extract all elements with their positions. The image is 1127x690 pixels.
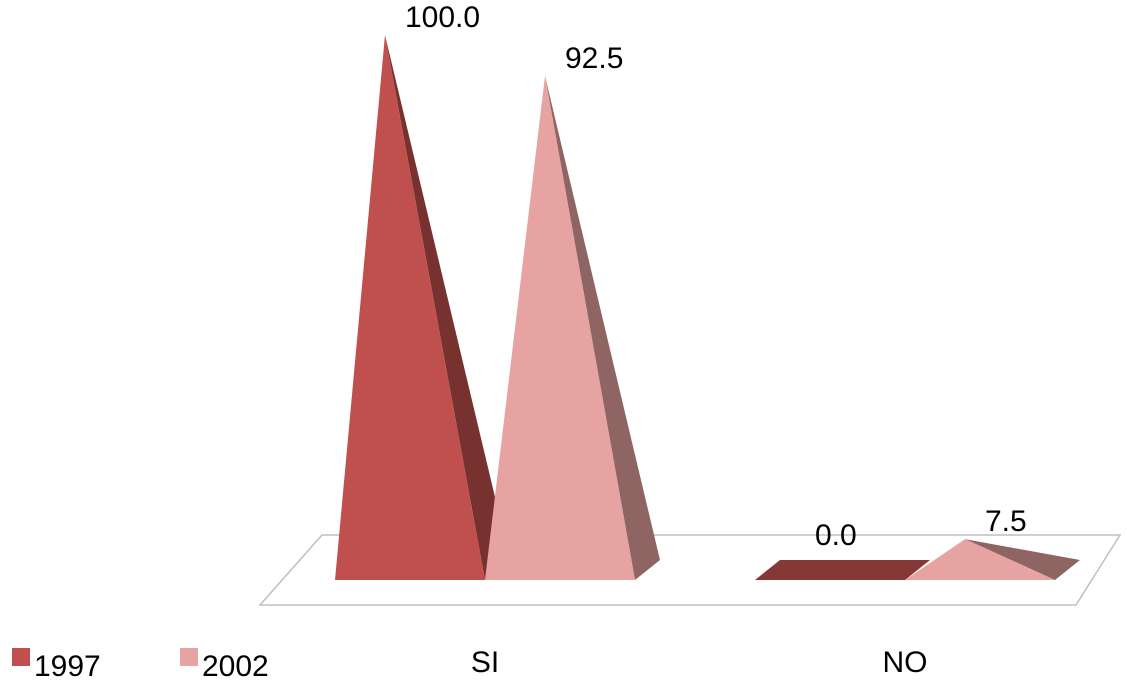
- chart-marks: [335, 35, 1080, 580]
- pyramid-side: [545, 75, 660, 580]
- category-label-NO: NO: [883, 646, 928, 679]
- data-label-2002-NO: 7.5: [985, 505, 1027, 538]
- legend-swatch-2002: [180, 648, 198, 666]
- pyramid-2002-NO: [905, 539, 1080, 580]
- data-label-2002-SI: 92.5: [565, 42, 623, 75]
- data-labels: 100.0 92.5 0.0 7.5: [405, 1, 1027, 552]
- category-axis: SI NO: [471, 646, 928, 679]
- category-label-SI: SI: [471, 646, 499, 679]
- pyramid-face: [755, 560, 930, 580]
- data-label-1997-NO: 0.0: [815, 519, 857, 552]
- pyramid-1997-SI: [335, 35, 510, 580]
- pyramid-front: [485, 75, 635, 580]
- pyramid-side: [385, 35, 510, 580]
- pyramid-1997-NO: [755, 560, 930, 580]
- legend: 1997 2002: [12, 648, 269, 683]
- data-label-1997-SI: 100.0: [405, 1, 480, 34]
- pyramid-front: [335, 35, 485, 580]
- legend-label-2002: 2002: [202, 650, 269, 683]
- legend-swatch-1997: [12, 648, 30, 666]
- pyramid-front: [905, 539, 1055, 580]
- pyramid-2002-SI: [485, 75, 660, 580]
- pyramid-side: [965, 539, 1080, 580]
- legend-label-1997: 1997: [34, 650, 101, 683]
